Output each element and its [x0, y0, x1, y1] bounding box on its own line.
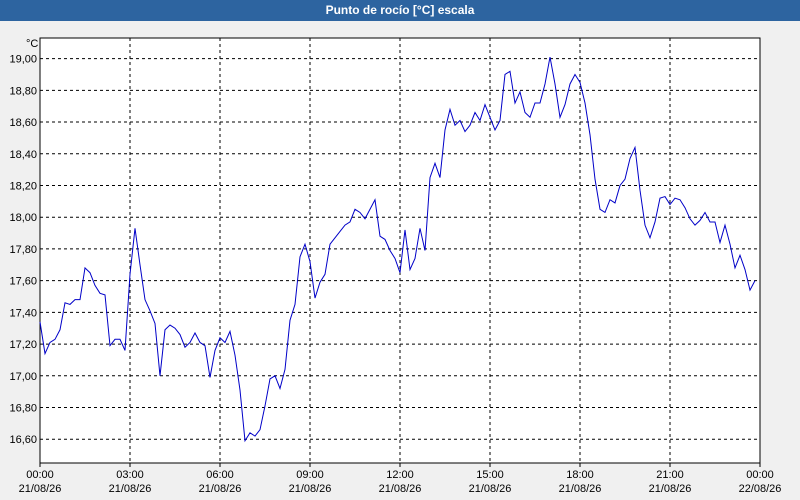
y-tick-label: 19,00: [9, 54, 37, 66]
x-tick-label: 00:00: [26, 469, 54, 481]
y-tick-label: 17,40: [9, 307, 37, 319]
x-tick-label: 12:00: [386, 469, 414, 481]
y-tick-label: 16,60: [9, 434, 37, 446]
x-tick-label: 21:00: [656, 469, 684, 481]
y-tick-label: 18,20: [9, 180, 37, 192]
x-tick-label: 21/08/26: [199, 483, 242, 495]
y-tick-label: 18,60: [9, 117, 37, 129]
x-tick-label: 00:00: [746, 469, 774, 481]
y-tick-label: 18,80: [9, 85, 37, 97]
y-tick-label: 17,60: [9, 276, 37, 288]
y-tick-label: 17,00: [9, 371, 37, 383]
x-tick-label: 21/08/26: [649, 483, 692, 495]
x-tick-label: 03:00: [116, 469, 144, 481]
x-tick-label: 09:00: [296, 469, 324, 481]
x-tick-label: 21/08/26: [109, 483, 152, 495]
y-tick-label: 17,80: [9, 244, 37, 256]
chart: °C 16,60 16,80 17,00 17,20 17,40 17,60 17,80 18…: [9, 37, 782, 495]
y-tick-label: 18,40: [9, 149, 37, 161]
x-tick-label: 06:00: [206, 469, 234, 481]
y-tick-label: 18,00: [9, 212, 37, 224]
x-tick-label: 21/08/26: [559, 483, 602, 495]
title-bar: Punto de rocío [°C] escala: [0, 0, 800, 21]
y-tick-label: 17,20: [9, 339, 37, 351]
y-tick-label: 16,80: [9, 402, 37, 414]
x-tick-label: 21/08/26: [289, 483, 332, 495]
x-tick-label: 21/08/26: [469, 483, 512, 495]
x-tick-label: 21/08/26: [379, 483, 422, 495]
x-tick-label: 22/08/26: [739, 483, 782, 495]
x-tick-label: 18:00: [566, 469, 594, 481]
y-unit: °C: [26, 38, 38, 50]
data-line: [39, 56, 756, 443]
x-tick-label: 15:00: [476, 469, 504, 481]
x-tick-label: 21/08/26: [19, 483, 62, 495]
